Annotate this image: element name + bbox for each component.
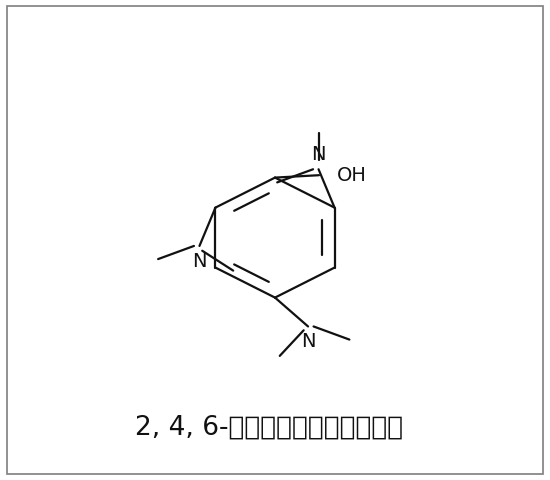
Text: N: N xyxy=(301,332,315,351)
Text: 2, 4, 6-三（二甲氨基甲基）苯酚: 2, 4, 6-三（二甲氨基甲基）苯酚 xyxy=(135,414,404,440)
Text: N: N xyxy=(192,252,207,271)
Text: OH: OH xyxy=(337,166,367,185)
Text: N: N xyxy=(311,144,326,164)
